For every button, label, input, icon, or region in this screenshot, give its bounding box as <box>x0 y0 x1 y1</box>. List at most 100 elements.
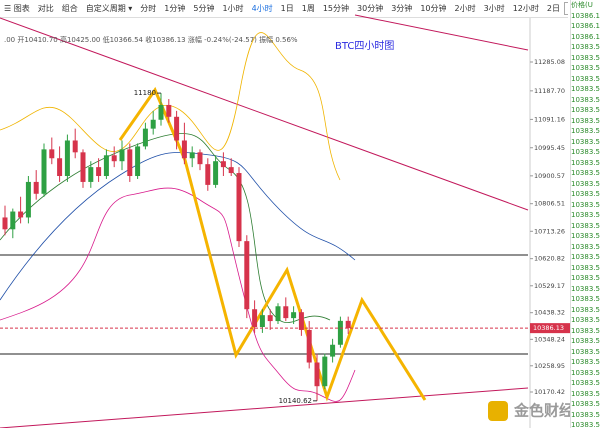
candle-body <box>337 320 343 345</box>
panel-price: 10383.5 <box>571 85 600 93</box>
candle-body <box>275 306 281 322</box>
y-tick-label: 10900.57 <box>534 172 565 180</box>
chart-mode[interactable]: 普通图 <box>563 2 568 15</box>
candle-body <box>330 344 336 357</box>
toolbar-item[interactable]: 1分钟 <box>164 4 186 13</box>
y-tick-label: 10995.45 <box>534 144 565 152</box>
moving-average <box>0 133 331 323</box>
candle-body <box>41 149 47 194</box>
candle-body <box>103 155 109 177</box>
logo: 金色财经 <box>488 401 570 421</box>
toolbar-item[interactable]: 1日 <box>280 4 294 13</box>
panel-price: 10383.5 <box>571 232 600 240</box>
candle-body <box>158 104 164 120</box>
panel-price: 10383.5 <box>571 64 600 72</box>
candle-body <box>64 140 70 177</box>
candle-body <box>96 167 102 177</box>
candle-body <box>345 320 351 329</box>
toolbar-item[interactable]: 对比 <box>37 4 54 13</box>
panel-price: 10383.5 <box>571 74 600 83</box>
toolbar-item[interactable]: 组合 <box>61 4 78 13</box>
candle-body <box>18 211 24 218</box>
candle-body <box>189 152 195 159</box>
panel-price: 10383.5 <box>571 316 600 324</box>
panel-price: 10386.1 <box>571 11 600 20</box>
panel-price: 10386.1 <box>571 32 600 41</box>
candle-body <box>57 158 63 177</box>
candle-body <box>267 315 273 322</box>
y-tick-label: 11187.70 <box>534 87 565 95</box>
panel-price: 10383.5 <box>571 274 600 282</box>
y-tick-label: 10620.82 <box>534 255 565 263</box>
candle-body <box>72 140 78 153</box>
chart: BTC四小时图 金色财经 .00 开10410.70 高10425.00 低10… <box>0 14 570 428</box>
candle-body <box>322 356 328 387</box>
panel-price: 10383.5 <box>571 190 600 198</box>
y-tick-label: 10806.51 <box>534 200 565 208</box>
candle-body <box>119 149 125 162</box>
panel-price: 10383.5 <box>571 200 600 209</box>
moving-average <box>0 151 356 301</box>
toolbar-item[interactable]: 3分钟 <box>391 4 413 13</box>
candle-body <box>142 128 148 147</box>
candle-body <box>236 173 242 242</box>
toolbar-item[interactable]: ☰ 图表 <box>4 4 30 13</box>
annotation: 10140.62 <box>279 397 312 405</box>
toolbar-item[interactable]: 自定义周期 ▾ <box>85 4 133 13</box>
y-tick-label: 10258.95 <box>534 362 565 370</box>
toolbar-item[interactable]: 1小时 <box>222 4 244 13</box>
toolbar-item[interactable]: 4小时 <box>251 4 273 13</box>
toolbar-item[interactable]: 1周 <box>301 4 315 13</box>
panel-price: 10383.5 <box>571 221 600 230</box>
y-tick-label: 11285.08 <box>534 58 565 66</box>
toolbar-item[interactable]: 10分钟 <box>420 4 447 13</box>
panel-price: 10383.5 <box>571 305 600 314</box>
panel-price: 10383.5 <box>571 389 600 398</box>
candle-body <box>283 306 289 319</box>
toolbar-item[interactable]: 5分钟 <box>193 4 215 13</box>
toolbar-item[interactable]: 分时 <box>140 4 157 13</box>
candle-body <box>298 312 304 330</box>
candle-body <box>88 167 94 182</box>
candle-body <box>2 217 8 230</box>
candle-body <box>197 152 203 165</box>
last-price-label: 10386.13 <box>533 324 564 332</box>
y-tick-label: 10713.26 <box>534 227 565 235</box>
toolbar-item[interactable]: 2日 <box>546 4 560 13</box>
candle-body <box>213 161 219 185</box>
y-tick-label: 10170.42 <box>534 388 565 396</box>
candle-body <box>166 104 172 117</box>
y-tick-label: 10529.17 <box>534 282 565 290</box>
candle-body <box>33 181 39 194</box>
candle-body <box>205 164 211 185</box>
candle-body <box>135 146 141 177</box>
panel-price: 10383.5 <box>571 410 600 419</box>
panel-price: 10386.1 <box>571 22 600 30</box>
panel-price: 10383.5 <box>571 127 600 135</box>
candle-body <box>259 315 265 327</box>
candle-body <box>49 149 55 159</box>
candle-body <box>181 140 187 159</box>
y-tick-label: 11091.16 <box>534 115 565 123</box>
candle-body <box>80 152 86 182</box>
toolbar: ☰ 图表 对比 组合 自定义周期 ▾ 分时 1分钟 5分钟 1小时 4小时 1日 1周 15分钟 30分… <box>0 0 568 18</box>
panel-price: 10383.5 <box>571 116 600 125</box>
candle-body <box>291 312 297 319</box>
candle-body <box>220 161 226 168</box>
panel-price: 10383.5 <box>571 242 600 251</box>
toolbar-item[interactable]: 3小时 <box>483 4 505 13</box>
trend-line <box>354 14 529 51</box>
toolbar-item[interactable]: 2小时 <box>454 4 476 13</box>
toolbar-item[interactable]: 30分钟 <box>357 4 384 13</box>
watermark: 金色财经 <box>513 402 570 420</box>
toolbar-item[interactable]: 15分钟 <box>322 4 350 13</box>
ohlc-info: .00 开10410.70 高10425.00 低10366.54 收10386… <box>4 35 298 44</box>
candle-body <box>111 155 117 162</box>
toolbar-item[interactable]: 12小时 <box>512 4 539 13</box>
candle-body <box>306 329 312 363</box>
panel-price: 10383.5 <box>571 400 600 408</box>
wave-path <box>118 86 427 402</box>
panel-price: 10383.5 <box>571 253 600 261</box>
trend-line <box>0 17 529 211</box>
